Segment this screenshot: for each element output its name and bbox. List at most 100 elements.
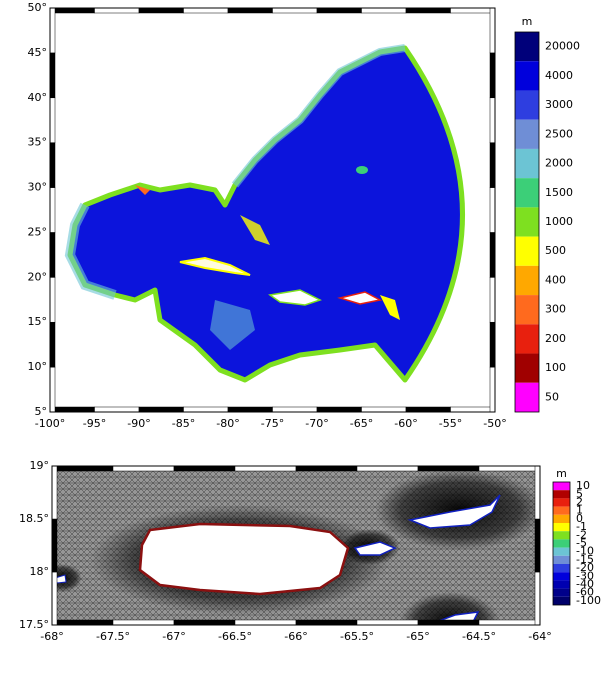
frame-segment [362,8,407,13]
frame-segment [479,466,540,471]
y-tick-label: 5° [35,405,48,418]
colorbar-band [515,383,539,412]
y-tick-label: 17.5° [19,618,49,631]
seamount [356,166,368,174]
frame-segment [535,519,540,572]
frame-segment [418,466,479,471]
colorbar-label: 1000 [545,215,573,228]
frame-segment [50,53,55,98]
frame-segment [184,8,229,13]
frame-segment [490,367,495,412]
frame-segment [418,620,479,625]
colorbar-unit: m [522,15,533,28]
x-tick-label: -75° [261,417,284,430]
y-tick-label: 19° [30,459,50,472]
y-tick-label: 25° [28,225,48,238]
x-tick-label: -65.5° [340,630,374,643]
colorbar-label: 2500 [545,127,573,140]
colorbar-band [515,207,539,236]
frame-segment [490,188,495,233]
colorbar-band [515,295,539,324]
colorbar-band [553,564,570,572]
x-tick-label: -70° [305,417,328,430]
colorbar-band [553,539,570,547]
colorbar-label: 500 [545,244,566,257]
x-tick-label: -65° [350,417,373,430]
frame-segment [50,8,95,13]
colorbar-band [553,556,570,564]
frame-segment [52,466,113,471]
y-tick-label: 40° [28,91,48,104]
frame-segment [50,367,55,412]
frame-segment [50,188,55,233]
colorbar-band [515,90,539,119]
colorbar-band [515,266,539,295]
frame-segment [490,232,495,277]
frame-segment [490,53,495,98]
colorbar-label: 3000 [545,98,573,111]
frame-segment [235,620,296,625]
y-tick-label: 35° [28,136,48,149]
colorbar-band [553,490,570,498]
colorbar-band [515,120,539,149]
colorbar-band [553,548,570,556]
colorbar-label: 1500 [545,186,573,199]
top-map [50,8,495,412]
x-tick-label: -55° [439,417,462,430]
frame-segment [535,466,540,519]
frame-segment [479,620,540,625]
frame-segment [357,620,418,625]
colorbar-band [553,597,570,605]
colorbar-band [515,237,539,266]
y-tick-label: 15° [28,315,48,328]
frame-segment [490,277,495,322]
frame-segment [113,620,174,625]
colorbar-band [553,523,570,531]
puerto-rico [140,524,348,594]
y-tick-label: 30° [28,181,48,194]
y-tick-label: 10° [28,360,48,373]
frame-segment [50,98,55,143]
frame-segment [95,407,140,412]
frame-segment [357,466,418,471]
figure: -100°-95°-90°-85°-80°-75°-70°-65°-60°-55… [0,0,605,676]
colorbar-unit: m [556,467,567,480]
frame-segment [174,620,235,625]
colorbar-label: 400 [545,273,566,286]
frame-segment [296,620,357,625]
y-tick-label: 18.5° [19,512,49,525]
frame-segment [228,8,273,13]
frame-segment [235,466,296,471]
x-tick-label: -67° [162,630,185,643]
x-tick-label: -66.5° [218,630,252,643]
y-tick-label: 50° [28,1,48,14]
colorbar-label: 100 [545,361,566,374]
colorbar-band [553,572,570,580]
colorbar-band [553,580,570,588]
frame-segment [490,143,495,188]
frame-segment [50,232,55,277]
frame-segment [490,98,495,143]
x-tick-label: -95° [83,417,106,430]
frame-segment [50,322,55,367]
page: {"panels": [ {"x_labels": ["-100°", "-95… [0,0,605,676]
x-tick-label: -90° [127,417,150,430]
colorbar-band [553,531,570,539]
colorbar-band [553,498,570,506]
x-tick-label: -50° [483,417,506,430]
frame-segment [50,277,55,322]
colorbar-label: 300 [545,303,566,316]
x-tick-label: -64.5° [462,630,496,643]
frame-segment [113,466,174,471]
frame-segment [406,8,451,13]
x-tick-label: -68° [40,630,63,643]
colorbar-band [515,32,539,61]
colorbar-label: 20000 [545,40,580,53]
colorbar-band [515,178,539,207]
frame-segment [50,407,95,412]
colorbar-band [515,354,539,383]
colorbar-label: 4000 [545,69,573,82]
colorbar-label: 2000 [545,157,573,170]
frame-segment [273,407,318,412]
frame-segment [451,8,496,13]
